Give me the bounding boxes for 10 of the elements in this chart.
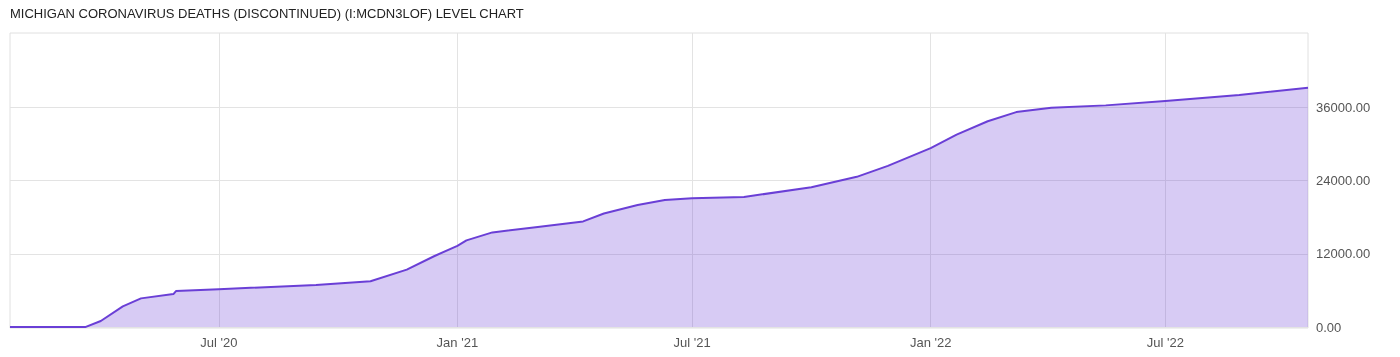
y-tick-label: 36000.00 bbox=[1316, 99, 1371, 115]
x-tick-label: Jul '20 bbox=[200, 335, 238, 350]
x-tick-label: Jul '22 bbox=[1146, 335, 1184, 350]
y-tick-label: 12000.00 bbox=[1316, 246, 1371, 262]
x-tick-label: Jul '21 bbox=[673, 335, 711, 350]
y-tick-label: 24000.00 bbox=[1316, 173, 1371, 188]
chart-title: MICHIGAN CORONAVIRUS DEATHS (DISCONTINUED) (I:MCDN3LOF) LEVEL CHART bbox=[10, 6, 524, 21]
x-tick-label: Jan '21 bbox=[436, 335, 479, 350]
x-tick-label: Jan '22 bbox=[909, 335, 952, 350]
y-tick-label: 0.00 bbox=[1316, 319, 1342, 335]
